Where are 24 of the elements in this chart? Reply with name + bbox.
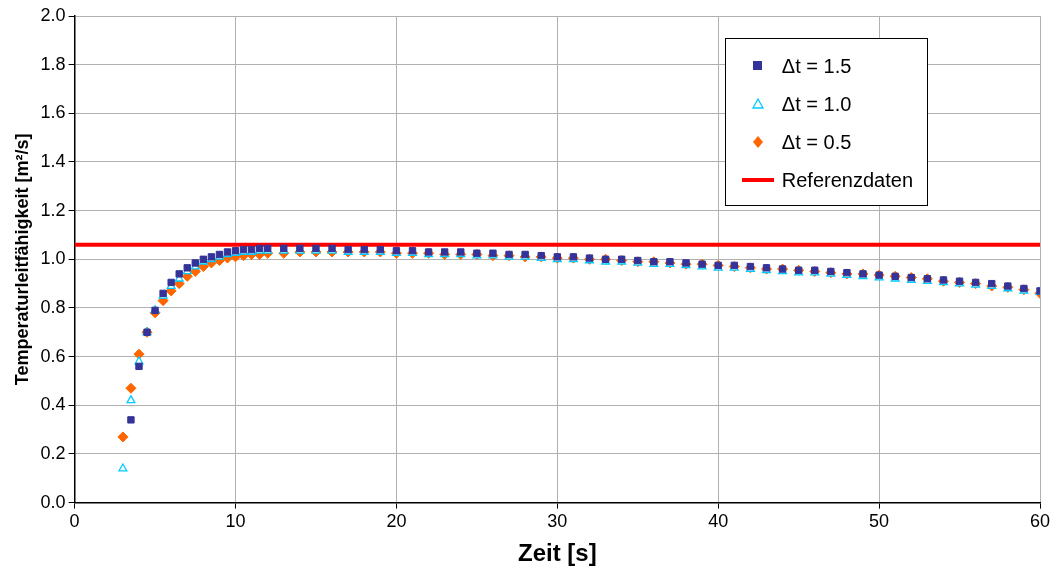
y-tick-label: 0.4 xyxy=(40,394,66,415)
y-tick-label: 0.6 xyxy=(40,345,66,366)
x-tick-label: 40 xyxy=(708,511,729,532)
x-axis-title: Zeit [s] xyxy=(517,539,597,567)
y-tick-label: 1.6 xyxy=(40,102,66,123)
y-tick-label: 0.2 xyxy=(40,442,66,463)
y-tick-label: 0.8 xyxy=(40,296,66,317)
x-tick-label: 0 xyxy=(69,511,80,532)
legend-label: Referenzdaten xyxy=(781,168,913,192)
x-tick-label: 20 xyxy=(386,511,407,532)
y-tick-label: 1.8 xyxy=(40,53,66,74)
y-tick-label: 1.4 xyxy=(40,150,66,171)
y-tick-label: 1.2 xyxy=(40,199,66,220)
x-tick-label: 30 xyxy=(547,511,568,532)
x-tick-label: 10 xyxy=(225,511,246,532)
y-tick-label: 0.0 xyxy=(40,491,66,512)
x-tick-label: 50 xyxy=(869,511,890,532)
legend-label: Δt = 1.5 xyxy=(781,54,852,78)
x-tick-label: 60 xyxy=(1029,511,1051,532)
y-tick-label: 1.0 xyxy=(40,248,66,269)
y-tick-label: 2.0 xyxy=(40,4,66,25)
legend-label: Δt = 0.5 xyxy=(781,130,852,154)
legend-label: Δt = 1.0 xyxy=(781,92,852,116)
y-axis-title: Temperaturleitfähigkeit [m²/s] xyxy=(11,133,32,386)
